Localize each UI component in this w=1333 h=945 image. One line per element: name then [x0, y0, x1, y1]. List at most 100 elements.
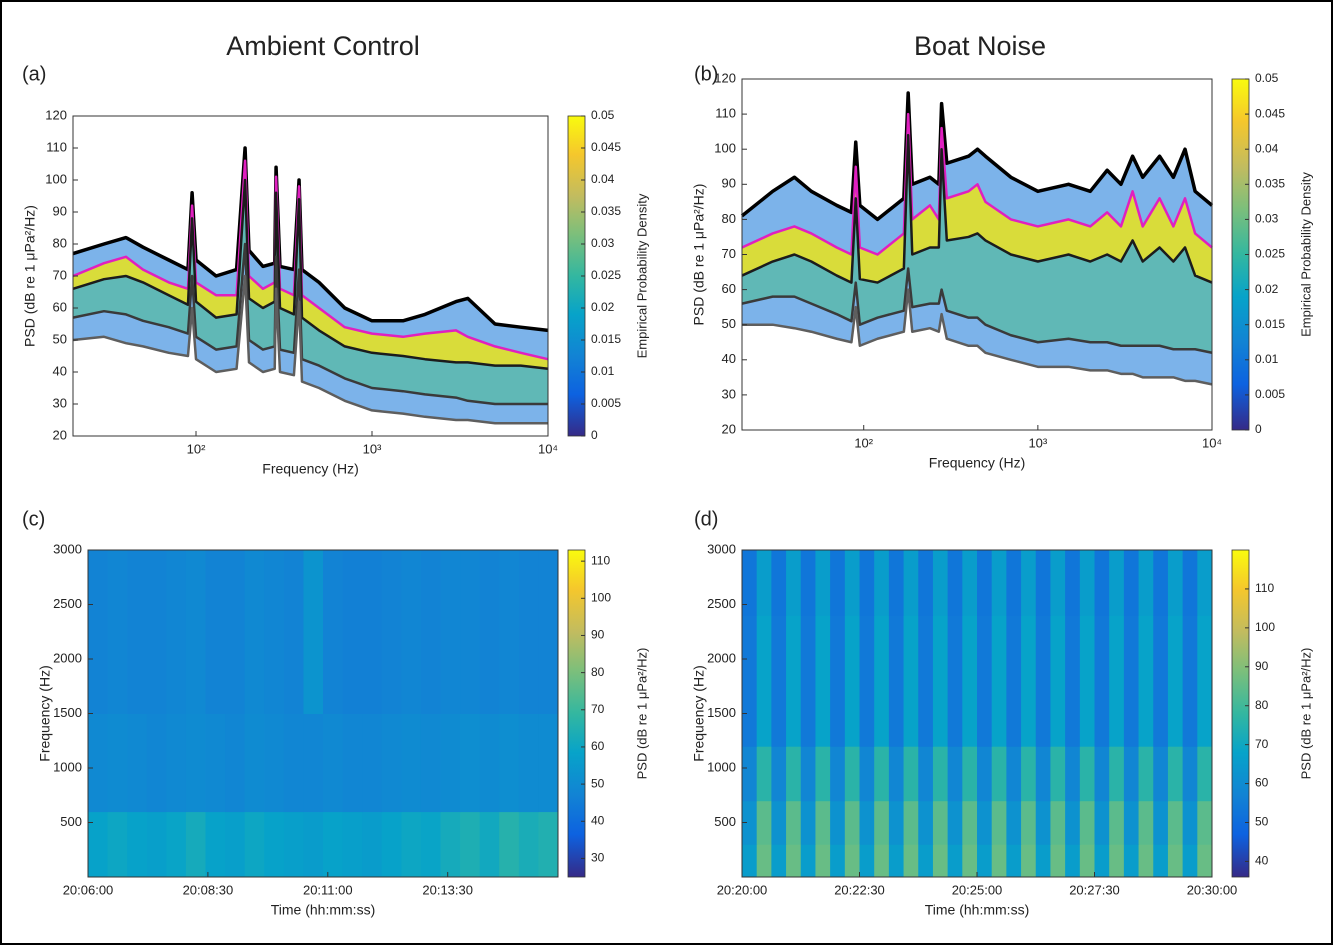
heatmap-cell: [800, 800, 816, 845]
heatmap-cell: [146, 713, 167, 813]
heatmap-cell: [786, 746, 802, 802]
y-tick-label: 1500: [707, 705, 736, 720]
heatmap-cell: [1167, 550, 1184, 616]
colorbar-tick-label: 90: [1255, 659, 1269, 673]
colorbar-tick-label: 0.015: [1255, 317, 1285, 331]
heatmap-cell: [264, 713, 285, 813]
heatmap-cell: [947, 844, 963, 878]
heatmap-cell: [918, 550, 934, 616]
heatmap-cell: [932, 844, 949, 878]
heatmap-cell: [518, 550, 539, 714]
heatmap-cell: [830, 800, 846, 845]
colorbar-label: Empirical Probability Density: [634, 193, 649, 358]
heatmap-cell: [903, 844, 919, 878]
heatmap-cell: [166, 550, 187, 714]
heatmap-cell: [991, 800, 1007, 845]
colorbar: [1231, 549, 1250, 878]
heatmap-cell: [1094, 800, 1110, 845]
heatmap-cell: [859, 615, 875, 747]
colorbar-tick-label: 0.035: [591, 204, 621, 218]
heatmap-cell: [1094, 550, 1110, 616]
heatmap-cell: [264, 550, 285, 714]
colorbar-tick-label: 50: [591, 776, 605, 790]
y-axis-label: PSD (dB re 1 μPa²/Hz): [691, 184, 707, 326]
heatmap-cell: [1065, 746, 1081, 802]
colorbar-tick-label: 0.045: [591, 140, 621, 154]
y-tick-label: 100: [714, 141, 736, 156]
colorbar-tick-label: 100: [1255, 620, 1275, 634]
heatmap-cell: [903, 550, 919, 616]
heatmap-cell: [381, 713, 402, 813]
colorbar-tick-label: 80: [1255, 698, 1269, 712]
heatmap-cell: [874, 550, 890, 616]
heatmap-cell: [303, 713, 324, 813]
heatmap-cell: [88, 550, 109, 714]
colorbar-tick-label: 0.005: [1255, 387, 1285, 401]
heatmap-cell: [107, 713, 128, 813]
heatmap-cell: [874, 746, 890, 802]
colorbar-tick-label: 0.015: [591, 332, 621, 346]
heatmap-cell: [1065, 615, 1081, 747]
heatmap-cell: [830, 615, 846, 747]
heatmap-cell: [1006, 800, 1022, 845]
colorbar-tick-label: 0.02: [591, 300, 615, 314]
heatmap-cell: [1153, 550, 1169, 616]
y-tick-label: 3000: [53, 541, 82, 556]
x-axis-label: Time (hh:mm:ss): [271, 902, 375, 918]
y-tick-label: 20: [53, 427, 67, 442]
heatmap-cell: [499, 550, 520, 714]
heatmap-cell: [1153, 615, 1169, 747]
heatmap-cell: [460, 811, 481, 878]
x-tick-label: 20:27:30: [1069, 882, 1120, 897]
y-axis-label: PSD (dB re 1 μPa²/Hz): [22, 205, 38, 347]
heatmap-cell: [1065, 550, 1081, 616]
heatmap-cell: [800, 746, 816, 802]
colorbar-label: PSD (dB re 1 μPa²/Hz): [1298, 648, 1313, 780]
percentile-line: [72, 242, 548, 406]
heatmap-cell: [1050, 615, 1066, 747]
heatmap-cell: [991, 615, 1007, 747]
heatmap-cell: [874, 844, 890, 878]
y-tick-label: 1500: [53, 705, 82, 720]
heatmap-cell: [786, 800, 802, 845]
heatmap-cell: [888, 844, 905, 878]
heatmap-cell: [756, 800, 772, 845]
heatmap-cell: [283, 550, 304, 714]
y-tick-label: 2000: [53, 650, 82, 665]
heatmap-cell: [800, 550, 816, 616]
heatmap-cell: [874, 615, 890, 747]
colorbar-tick-label: 110: [591, 553, 610, 567]
heatmap-cell: [283, 811, 304, 878]
heatmap-cell: [166, 811, 187, 878]
heatmap-cell: [1123, 800, 1140, 845]
y-tick-label: 60: [53, 299, 67, 314]
colorbar-tick-label: 0.05: [1255, 71, 1279, 85]
y-tick-label: 70: [722, 246, 736, 261]
heatmap-cell: [1153, 746, 1169, 802]
colorbar-tick-label: 0.04: [591, 172, 615, 186]
heatmap-cell: [518, 713, 539, 813]
heatmap-cell: [771, 550, 787, 616]
heatmap-cell: [303, 550, 324, 714]
y-tick-label: 20: [722, 421, 736, 436]
heatmap-cell: [1109, 844, 1125, 878]
heatmap-cell: [844, 746, 860, 802]
y-tick-label: 50: [53, 331, 67, 346]
colorbar-tick-label: 0.025: [1255, 247, 1285, 261]
heatmap-cell: [918, 615, 934, 747]
heatmap-cell: [1123, 844, 1140, 878]
heatmap-cell: [888, 800, 905, 845]
heatmap-cell: [991, 746, 1007, 802]
colorbar-tick-label: 40: [1255, 854, 1269, 868]
heatmap-cell: [362, 713, 383, 813]
x-tick-label: 20:22:30: [834, 882, 885, 897]
colorbar-tick-label: 0.02: [1255, 282, 1279, 296]
heatmap-cell: [977, 844, 993, 878]
heatmap-cell: [977, 550, 993, 616]
heatmap-cell: [991, 844, 1007, 878]
heatmap-cell: [977, 746, 993, 802]
colorbar-tick-label: 110: [1255, 581, 1274, 595]
heatmap-cell: [342, 811, 363, 878]
heatmap-cell: [205, 713, 226, 813]
heatmap-cell: [479, 550, 500, 714]
